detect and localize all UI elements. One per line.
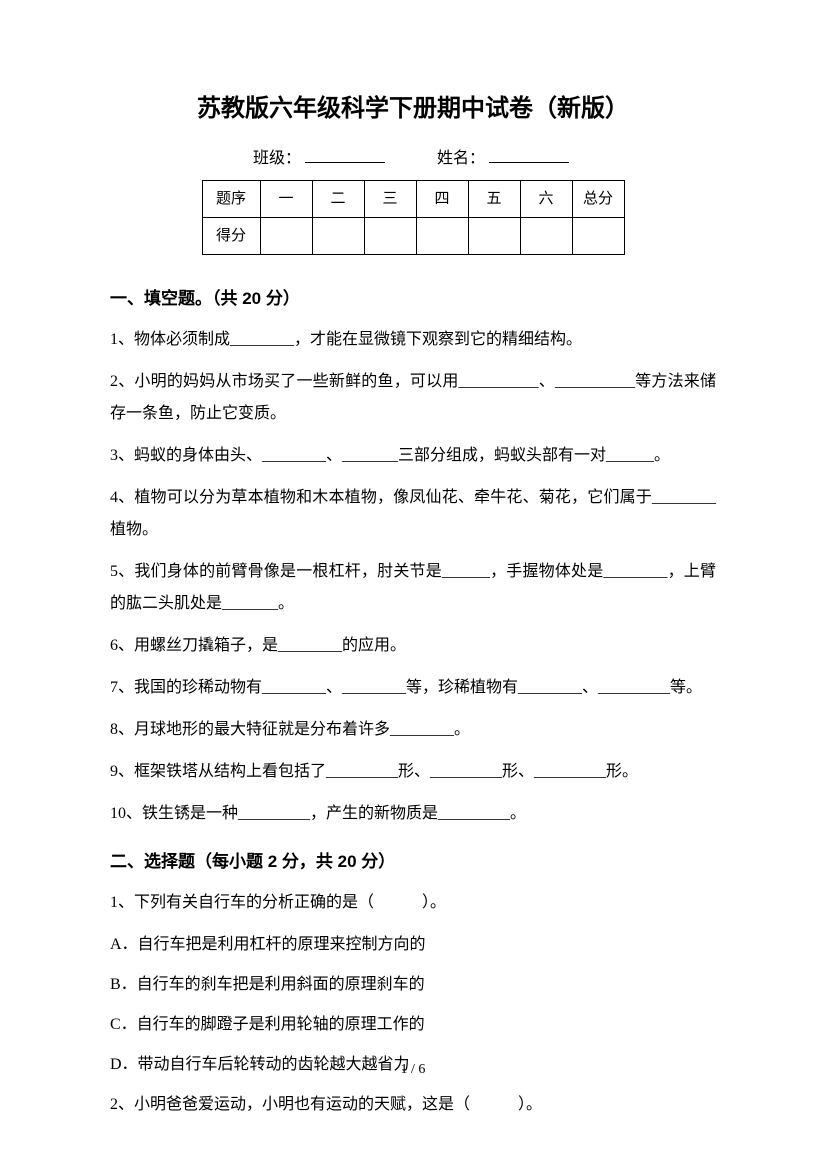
fill-question-5: 5、我们身体的前臂骨像是一根杠杆，肘关节是______，手握物体处是______… bbox=[110, 556, 716, 620]
table-row: 题序 一 二 三 四 五 六 总分 bbox=[202, 180, 624, 217]
score-cell[interactable] bbox=[416, 217, 468, 254]
name-blank[interactable] bbox=[489, 162, 569, 163]
choice-option-a: A．自行车把是利用杠杆的原理来控制方向的 bbox=[110, 929, 716, 961]
score-cell[interactable] bbox=[468, 217, 520, 254]
student-info-line: 班级： 姓名： bbox=[110, 146, 716, 172]
row-header-score: 得分 bbox=[202, 217, 260, 254]
fill-question-10: 10、铁生锈是一种_________，产生的新物质是_________。 bbox=[110, 798, 716, 830]
score-table: 题序 一 二 三 四 五 六 总分 得分 bbox=[202, 180, 625, 255]
page-number: 1 / 6 bbox=[110, 1059, 716, 1081]
col-6: 六 bbox=[520, 180, 572, 217]
name-label: 姓名： bbox=[437, 150, 485, 167]
choice-option-b: B．自行车的刹车把是利用斜面的原理刹车的 bbox=[110, 969, 716, 1001]
fill-question-7: 7、我国的珍稀动物有________、________等，珍稀植物有______… bbox=[110, 672, 716, 704]
choice-question-2-stem: 2、小明爸爸爱运动，小明也有运动的天赋，这是（ ）。 bbox=[110, 1089, 716, 1121]
fill-question-3: 3、蚂蚁的身体由头、________、_______三部分组成，蚂蚁头部有一对_… bbox=[110, 440, 716, 472]
score-cell[interactable] bbox=[260, 217, 312, 254]
fill-question-2: 2、小明的妈妈从市场买了一些新鲜的鱼，可以用__________、_______… bbox=[110, 366, 716, 430]
row-header-sequence: 题序 bbox=[202, 180, 260, 217]
class-label: 班级： bbox=[253, 150, 301, 167]
score-cell[interactable] bbox=[572, 217, 624, 254]
fill-question-8: 8、月球地形的最大特征就是分布着许多________。 bbox=[110, 714, 716, 746]
col-1: 一 bbox=[260, 180, 312, 217]
col-5: 五 bbox=[468, 180, 520, 217]
fill-question-9: 9、框架铁塔从结构上看包括了_________形、_________形、____… bbox=[110, 756, 716, 788]
score-cell[interactable] bbox=[312, 217, 364, 254]
score-cell[interactable] bbox=[364, 217, 416, 254]
col-4: 四 bbox=[416, 180, 468, 217]
col-3: 三 bbox=[364, 180, 416, 217]
fill-question-6: 6、用螺丝刀撬箱子，是________的应用。 bbox=[110, 630, 716, 662]
exam-title: 苏教版六年级科学下册期中试卷（新版） bbox=[110, 90, 716, 128]
col-total: 总分 bbox=[572, 180, 624, 217]
score-cell[interactable] bbox=[520, 217, 572, 254]
choice-question-1-stem: 1、下列有关自行车的分析正确的是（ ）。 bbox=[110, 887, 716, 919]
section-2-header: 二、选择题（每小题 2 分，共 20 分） bbox=[110, 848, 716, 875]
col-2: 二 bbox=[312, 180, 364, 217]
table-row: 得分 bbox=[202, 217, 624, 254]
fill-question-4: 4、植物可以分为草本植物和木本植物，像凤仙花、牵牛花、菊花，它们属于______… bbox=[110, 482, 716, 546]
class-blank[interactable] bbox=[305, 162, 385, 163]
choice-option-c: C．自行车的脚蹬子是利用轮轴的原理工作的 bbox=[110, 1009, 716, 1041]
fill-question-1: 1、物体必须制成________，才能在显微镜下观察到它的精细结构。 bbox=[110, 324, 716, 356]
section-1-header: 一、填空题。（共 20 分） bbox=[110, 285, 716, 312]
